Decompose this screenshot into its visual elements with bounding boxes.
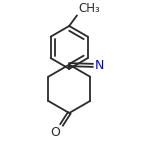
Text: N: N	[95, 59, 104, 72]
Text: O: O	[50, 126, 60, 139]
Text: CH₃: CH₃	[78, 2, 100, 15]
